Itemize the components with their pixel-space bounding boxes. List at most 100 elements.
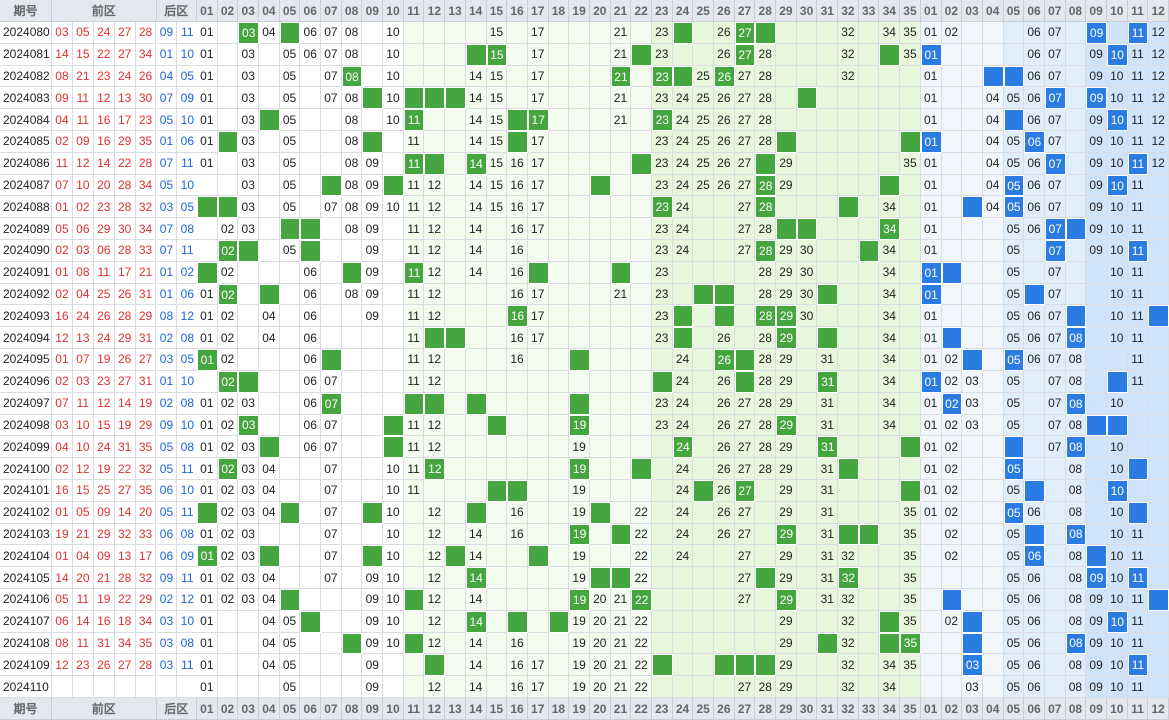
front-trend-cell: 27 — [734, 87, 756, 110]
front-trend-cell — [362, 392, 384, 415]
back-hit-cell: 05 — [1003, 174, 1025, 197]
bottom-front-col-header: 30 — [796, 698, 818, 720]
front-trend-cell: 26 — [714, 501, 735, 524]
back-trend-cell: 06 — [1024, 65, 1045, 88]
front-draw-number: 23 — [93, 196, 115, 219]
front-trend-cell — [507, 43, 528, 66]
front-hit-cell — [858, 523, 880, 546]
front-draw-number: 33 — [135, 523, 157, 546]
front-trend-cell: 34 — [879, 327, 901, 350]
front-trend-cell — [610, 501, 632, 524]
front-trend-cell: 16 — [507, 174, 528, 197]
front-trend-cell — [465, 349, 487, 371]
back-hit-cell: 06 — [1024, 545, 1045, 568]
front-trend-cell — [300, 174, 322, 197]
front-draw-number: 28 — [135, 152, 157, 175]
front-trend-cell — [300, 588, 322, 611]
front-trend-cell: 23 — [651, 414, 673, 437]
bottom-front-col-header: 24 — [672, 698, 694, 720]
front-trend-cell — [734, 610, 756, 633]
back-trend-cell: 11 — [1127, 676, 1149, 698]
front-trend-cell — [858, 152, 880, 175]
front-trend-cell — [900, 392, 921, 415]
front-trend-cell — [486, 588, 508, 611]
front-trend-cell — [548, 131, 570, 153]
front-trend-cell: 05 — [279, 174, 301, 197]
front-trend-cell: 28 — [755, 458, 777, 480]
front-trend-cell: 12 — [424, 174, 446, 197]
front-trend-cell — [796, 545, 818, 568]
front-trend-cell: 19 — [569, 610, 590, 633]
front-trend-cell: 23 — [651, 43, 673, 66]
front-draw-number: 07 — [52, 392, 73, 415]
front-hit-cell — [796, 218, 818, 241]
back-draw-number: 01 — [156, 261, 178, 284]
front-hit-cell — [755, 152, 777, 175]
front-trend-cell: 26 — [714, 458, 735, 480]
front-trend-cell — [631, 109, 652, 132]
front-trend-cell — [610, 479, 632, 502]
back-draw-number: 11 — [177, 152, 199, 175]
front-trend-cell: 05 — [279, 131, 301, 153]
front-hit-cell — [610, 567, 632, 589]
bottom-front-col-header: 10 — [383, 698, 404, 720]
front-trend-cell — [279, 414, 301, 437]
front-trend-cell — [879, 87, 901, 110]
front-trend-cell — [817, 654, 839, 677]
front-trend-cell — [714, 261, 735, 284]
front-trend-cell — [796, 414, 818, 437]
front-trend-cell — [631, 305, 652, 328]
front-draw-number — [135, 676, 157, 698]
front-hit-cell — [569, 392, 590, 415]
back-trend-cell: 07 — [1044, 196, 1066, 219]
front-trend-cell — [796, 196, 818, 219]
back-draw-number: 11 — [177, 654, 199, 677]
bottom-back-col-header: 06 — [1024, 698, 1045, 720]
front-trend-cell — [548, 240, 570, 262]
front-trend-cell: 16 — [507, 327, 528, 350]
front-trend-cell — [796, 523, 818, 546]
front-draw-number: 05 — [72, 501, 94, 524]
front-trend-cell — [858, 22, 880, 44]
front-trend-cell: 28 — [755, 283, 777, 306]
front-trend-cell — [486, 392, 508, 415]
front-trend-cell: 01 — [197, 632, 218, 655]
front-trend-cell — [858, 196, 880, 219]
front-draw-number: 27 — [135, 349, 157, 371]
front-trend-cell — [589, 43, 611, 66]
back-trend-cell: 12 — [1148, 109, 1169, 132]
front-trend-cell: 06 — [300, 414, 322, 437]
bottom-front-col-header: 21 — [610, 698, 632, 720]
period-cell: 2024091 — [0, 261, 52, 284]
front-trend-cell — [631, 240, 652, 262]
front-trend-cell: 12 — [424, 545, 446, 568]
front-trend-cell — [589, 87, 611, 110]
front-trend-cell — [217, 87, 239, 110]
front-trend-cell: 19 — [569, 632, 590, 655]
front-trend-cell: 10 — [383, 22, 404, 44]
back-trend-cell: 07 — [1044, 370, 1066, 393]
front-trend-cell — [879, 479, 901, 502]
back-trend-cell: 11 — [1127, 43, 1149, 66]
front-hit-cell — [838, 458, 859, 480]
front-hit-cell — [486, 479, 508, 502]
front-draw-number: 32 — [135, 458, 157, 480]
front-trend-cell: 31 — [817, 349, 839, 371]
back-trend-cell: 09 — [1086, 218, 1107, 241]
front-trend-cell — [900, 370, 921, 393]
back-trend-cell: 06 — [1024, 22, 1045, 44]
front-trend-cell — [197, 240, 218, 262]
front-hit-cell — [238, 240, 260, 262]
front-trend-cell: 28 — [755, 65, 777, 88]
top-front-header: 前区 — [52, 0, 157, 22]
back-trend-cell — [962, 43, 983, 66]
back-trend-cell — [920, 676, 942, 698]
front-trend-cell — [445, 479, 466, 502]
bottom-back-header: 后区 — [156, 698, 197, 720]
front-trend-cell — [259, 370, 280, 393]
back-draw-number: 01 — [156, 131, 178, 153]
front-trend-cell: 09 — [362, 588, 384, 611]
front-trend-cell — [403, 654, 425, 677]
front-trend-cell: 09 — [362, 261, 384, 284]
front-trend-cell: 19 — [569, 567, 590, 589]
